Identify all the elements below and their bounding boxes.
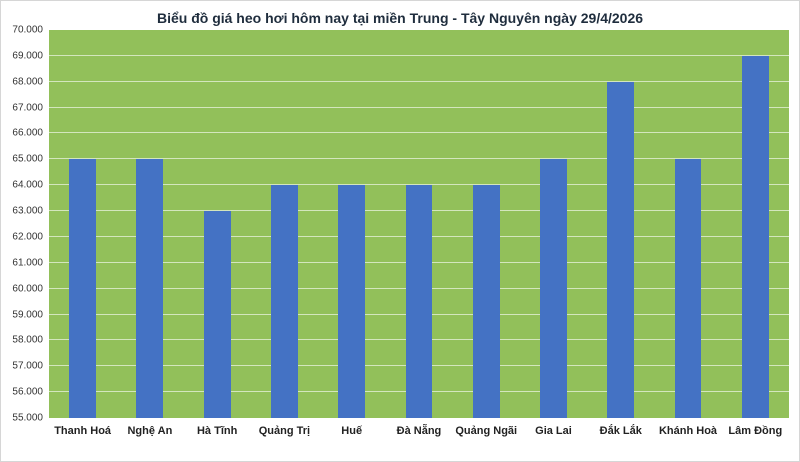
bar-slot xyxy=(654,30,721,418)
y-tick-label: 61.000 xyxy=(12,257,43,269)
bar xyxy=(270,185,298,418)
y-tick-label: 57.000 xyxy=(12,360,43,372)
x-axis: Thanh Hoá Nghệ An Hà Tĩnh Quảng Trị Huế Đà Nẵ… xyxy=(49,425,789,437)
bar xyxy=(203,211,231,418)
y-tick-label: 65.000 xyxy=(12,153,43,165)
y-tick-label: 55.000 xyxy=(12,412,43,424)
bar-slot xyxy=(251,30,318,418)
bar xyxy=(674,159,702,418)
x-tick-label: Lâm Đồng xyxy=(728,425,783,437)
y-axis: 55.000 56.000 57.000 58.000 59.000 60.000 61.0… xyxy=(5,25,49,424)
bar xyxy=(607,81,635,418)
x-tick-label: Đắk Lắk xyxy=(599,425,642,437)
gridline xyxy=(49,54,789,56)
x-tick-label: Nghệ An xyxy=(127,425,173,437)
y-tick-label: 64.000 xyxy=(12,179,43,191)
bar xyxy=(338,185,366,418)
y-tick-label: 70.000 xyxy=(12,24,43,36)
y-tick-label: 63.000 xyxy=(12,205,43,217)
x-tick-label: Gia Lai xyxy=(535,425,572,437)
bar-slot xyxy=(116,30,183,418)
bar-slot xyxy=(722,30,789,418)
chart-body: 55.000 56.000 57.000 58.000 59.000 60.000 61.0… xyxy=(1,25,799,437)
x-tick-label: Huế xyxy=(341,425,363,437)
bar-slot xyxy=(520,30,587,418)
bar-slot xyxy=(49,30,116,418)
y-tick-label: 69.000 xyxy=(12,50,43,62)
x-tick-label: Quảng Trị xyxy=(258,425,311,437)
bar xyxy=(540,159,567,418)
gridline xyxy=(49,184,789,186)
gridline xyxy=(49,29,789,30)
x-tick-label: Đà Nẵng xyxy=(396,425,442,437)
x-tick-label: Hà Tĩnh xyxy=(196,425,238,437)
bar-slot xyxy=(318,30,385,418)
plot-area xyxy=(49,29,789,418)
bar xyxy=(741,55,769,418)
bar xyxy=(472,185,500,418)
gridline xyxy=(49,158,789,160)
plot-wrap: Thanh Hoá Nghệ An Hà Tĩnh Quảng Trị Huế Đà Nẵ… xyxy=(49,29,789,437)
bar xyxy=(69,159,97,418)
gridline xyxy=(49,80,789,82)
x-tick-label: Thanh Hoá xyxy=(54,425,112,437)
bar-slot xyxy=(184,30,251,418)
y-tick-label: 60.000 xyxy=(12,283,43,295)
bar xyxy=(136,159,164,418)
bar-slot xyxy=(453,30,520,418)
x-tick-label: Quảng Ngãi xyxy=(455,425,518,437)
bar-slot xyxy=(587,30,654,418)
y-tick-label: 67.000 xyxy=(12,102,43,114)
chart-title: Biểu đồ giá heo hơi hôm nay tại miền Tru… xyxy=(156,10,644,26)
y-tick-label: 56.000 xyxy=(12,386,43,398)
y-tick-label: 59.000 xyxy=(12,309,43,321)
y-tick-label: 62.000 xyxy=(12,231,43,243)
bars-layer xyxy=(49,30,789,418)
bar-slot xyxy=(385,30,452,418)
y-tick-label: 58.000 xyxy=(12,334,43,346)
bar xyxy=(405,185,433,418)
gridline xyxy=(49,106,789,108)
y-tick-label: 66.000 xyxy=(12,127,43,139)
y-tick-label: 68.000 xyxy=(12,76,43,88)
x-tick-label: Khánh Hoà xyxy=(658,425,718,437)
gridline xyxy=(49,132,789,134)
